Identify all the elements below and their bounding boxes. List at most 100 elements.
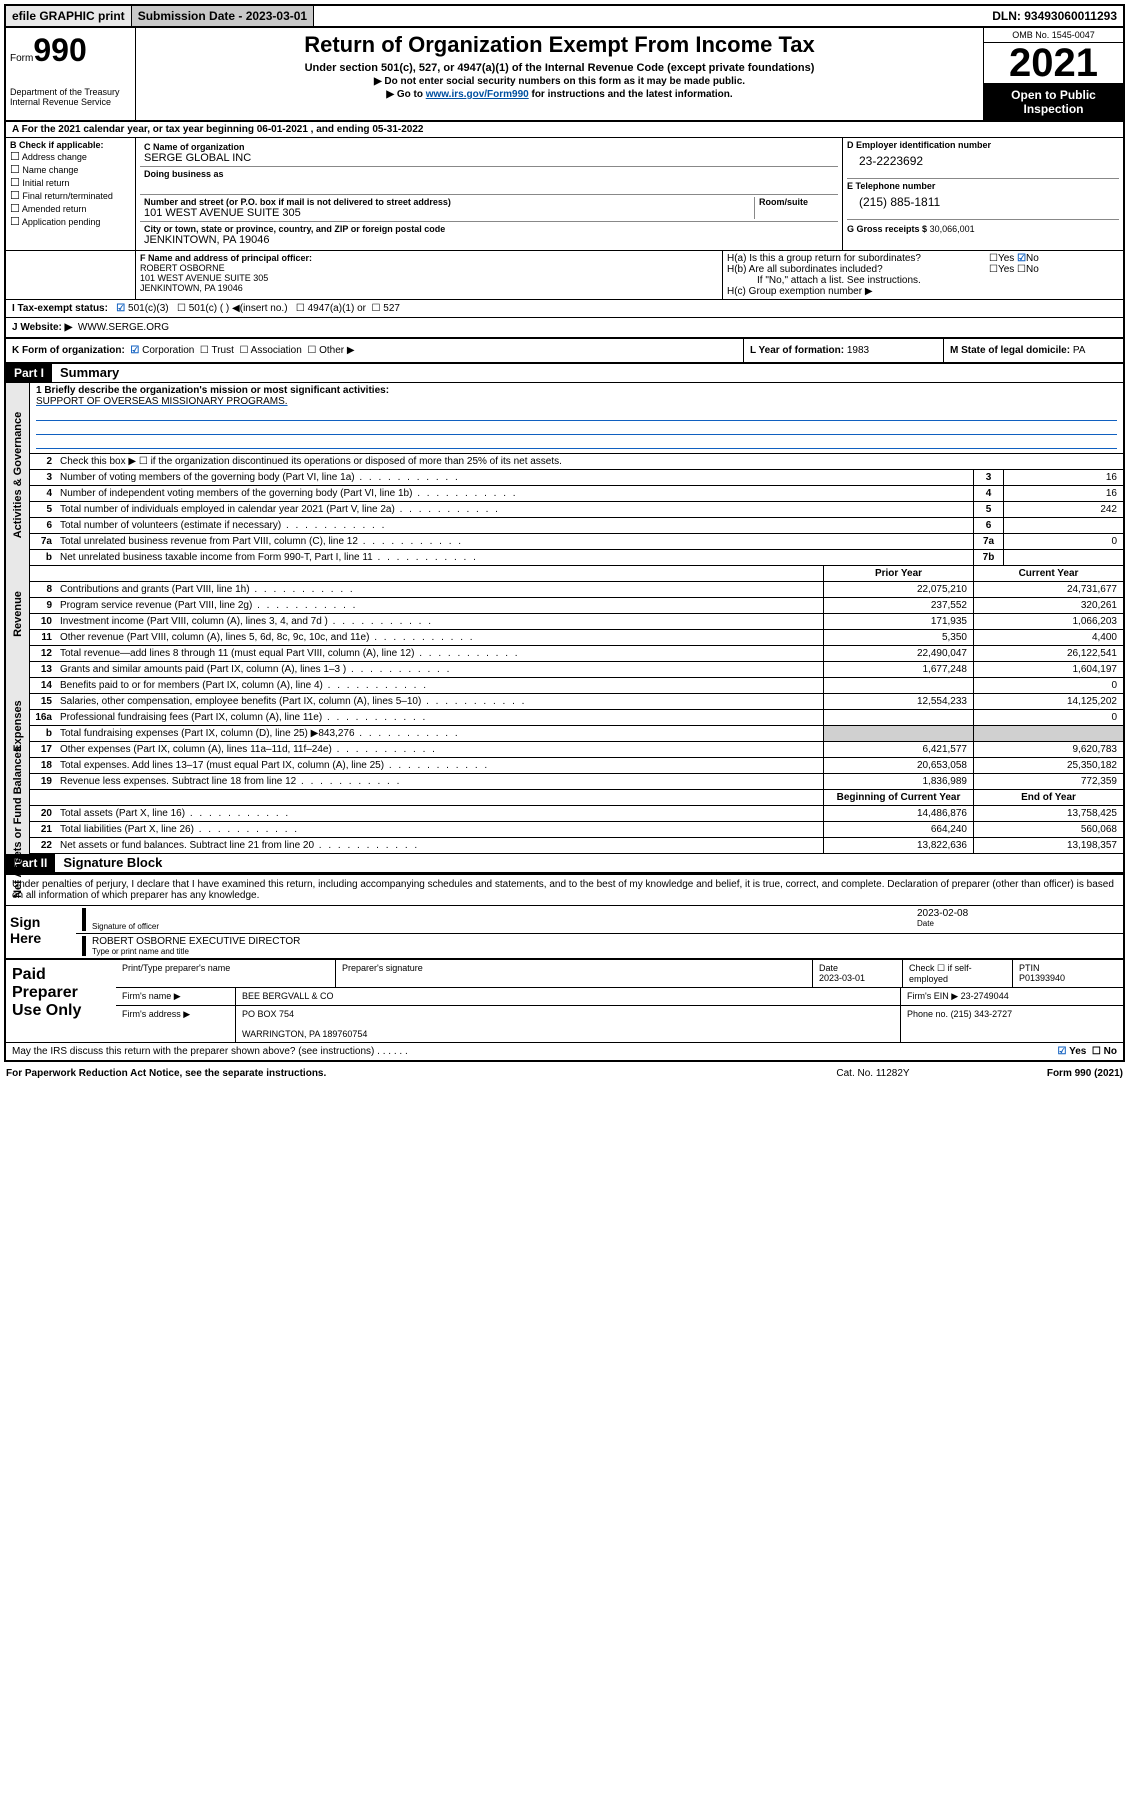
form-990-number: 990 bbox=[33, 32, 86, 68]
ha-question: H(a) Is this a group return for subordin… bbox=[727, 253, 989, 264]
i-lbl: I Tax-exempt status: bbox=[12, 303, 108, 314]
summary-line: 19Revenue less expenses. Subtract line 1… bbox=[30, 774, 1123, 790]
form-prefix: Form bbox=[10, 53, 33, 64]
hc-label: H(c) Group exemption number ▶ bbox=[727, 286, 1119, 297]
top-bar: efile GRAPHIC print Submission Date - 20… bbox=[6, 6, 1123, 28]
org-name: SERGE GLOBAL INC bbox=[144, 152, 251, 164]
summary-line: 7aTotal unrelated business revenue from … bbox=[30, 534, 1123, 550]
summary-line: 9Program service revenue (Part VIII, lin… bbox=[30, 598, 1123, 614]
summary-line: bTotal fundraising expenses (Part IX, co… bbox=[30, 726, 1123, 742]
l-lbl: L Year of formation: bbox=[750, 345, 844, 356]
col-end-year: End of Year bbox=[973, 790, 1123, 805]
summary-line: 4Number of independent voting members of… bbox=[30, 486, 1123, 502]
opt-trust: Trust bbox=[211, 345, 233, 356]
prep-title: Paid Preparer Use Only bbox=[6, 960, 116, 1042]
d-lbl: D Employer identification number bbox=[847, 140, 1119, 150]
sub3-pre: ▶ Go to bbox=[386, 89, 425, 100]
firm-ein: 23-2749044 bbox=[961, 991, 1009, 1001]
checkbox-option[interactable]: ☐ Amended return bbox=[10, 202, 131, 215]
firm-ein-lbl: Firm's EIN ▶ bbox=[907, 991, 958, 1001]
checkbox-option[interactable]: ☐ Final return/terminated bbox=[10, 189, 131, 202]
sig-name-lbl: Type or print name and title bbox=[92, 947, 1117, 956]
dept-treasury: Department of the Treasury Internal Reve… bbox=[10, 87, 131, 107]
opt-corp: Corporation bbox=[142, 345, 194, 356]
subtitle-2: ▶ Do not enter social security numbers o… bbox=[142, 76, 977, 87]
opt-501c3: 501(c)(3) bbox=[128, 303, 169, 314]
summary-line: 2Check this box ▶ ☐ if the organization … bbox=[30, 454, 1123, 470]
checkbox-option[interactable]: ☐ Initial return bbox=[10, 176, 131, 189]
sig-officer-line: Signature of officer bbox=[82, 908, 917, 931]
officer-addr1: 101 WEST AVENUE SUITE 305 bbox=[140, 273, 718, 283]
opt-other: Other ▶ bbox=[319, 345, 354, 356]
checkbox-option[interactable]: ☐ Name change bbox=[10, 163, 131, 176]
org-address: 101 WEST AVENUE SUITE 305 bbox=[144, 207, 301, 219]
hb-answer: ☐Yes ☐No bbox=[989, 264, 1119, 275]
opt-527: 527 bbox=[383, 303, 400, 314]
prep-date-hdr: Date bbox=[819, 963, 838, 973]
summary-line: 8Contributions and grants (Part VIII, li… bbox=[30, 582, 1123, 598]
summary-line: 20Total assets (Part X, line 16)14,486,8… bbox=[30, 806, 1123, 822]
page-footer: For Paperwork Reduction Act Notice, see … bbox=[0, 1066, 1129, 1081]
year-formation: 1983 bbox=[847, 345, 869, 356]
summary-line: 13Grants and similar amounts paid (Part … bbox=[30, 662, 1123, 678]
sig-declaration: Under penalties of perjury, I declare th… bbox=[6, 875, 1123, 905]
prep-check: Check ☐ if self-employed bbox=[903, 960, 1013, 987]
opt-4947: 4947(a)(1) or bbox=[308, 303, 366, 314]
sub3-post: for instructions and the latest informat… bbox=[529, 89, 733, 100]
vtab-revenue: Revenue bbox=[12, 591, 24, 637]
officer-addr2: JENKINTOWN, PA 19046 bbox=[140, 283, 718, 293]
summary-line: 14Benefits paid to or for members (Part … bbox=[30, 678, 1123, 694]
sig-name: ROBERT OSBORNE EXECUTIVE DIRECTOR bbox=[92, 936, 1117, 947]
e-lbl: E Telephone number bbox=[847, 181, 1119, 191]
subtitle-1: Under section 501(c), 527, or 4947(a)(1)… bbox=[142, 62, 977, 74]
discuss-no: No bbox=[1104, 1046, 1117, 1057]
sig-date: 2023-02-08 Date bbox=[917, 908, 1117, 931]
prep-sig-hdr: Preparer's signature bbox=[336, 960, 813, 987]
firm-addr-lbl: Firm's address ▶ bbox=[116, 1006, 236, 1042]
section-deg: D Employer identification number 23-2223… bbox=[843, 138, 1123, 250]
irs-link[interactable]: www.irs.gov/Form990 bbox=[426, 89, 529, 100]
discuss-row: May the IRS discuss this return with the… bbox=[6, 1042, 1123, 1060]
gross-receipts: 30,066,001 bbox=[930, 224, 975, 234]
summary-revenue: Revenue Prior YearCurrent Year 8Contribu… bbox=[6, 566, 1123, 662]
summary-line: 21Total liabilities (Part X, line 26)664… bbox=[30, 822, 1123, 838]
efile-button[interactable]: efile GRAPHIC print bbox=[6, 6, 132, 26]
j-lbl: J Website: ▶ bbox=[12, 322, 72, 333]
sig-date-lbl: Date bbox=[917, 919, 1117, 928]
hb-question: H(b) Are all subordinates included? bbox=[727, 264, 989, 275]
k-lbl: K Form of organization: bbox=[12, 345, 125, 356]
submission-date: Submission Date - 2023-03-01 bbox=[132, 6, 314, 26]
summary-line: 10Investment income (Part VIII, column (… bbox=[30, 614, 1123, 630]
line-a-calendar: A For the 2021 calendar year, or tax yea… bbox=[6, 122, 1123, 138]
opt-assoc: Association bbox=[251, 345, 302, 356]
g-lbl: G Gross receipts $ bbox=[847, 224, 927, 234]
tax-year: 2021 bbox=[984, 43, 1123, 84]
col-current-year: Current Year bbox=[973, 566, 1123, 581]
m-lbl: M State of legal domicile: bbox=[950, 345, 1070, 356]
line-j: J Website: ▶ WWW.SERGE.ORG bbox=[6, 318, 1123, 339]
section-b: B Check if applicable: ☐ Address change☐… bbox=[6, 138, 136, 250]
hb-note: If "No," attach a list. See instructions… bbox=[727, 275, 1119, 286]
form-number: Form990 bbox=[10, 32, 131, 69]
summary-line: 16aProfessional fundraising fees (Part I… bbox=[30, 710, 1123, 726]
officer-name: ROBERT OSBORNE bbox=[140, 263, 718, 273]
mission-text: SUPPORT OF OVERSEAS MISSIONARY PROGRAMS. bbox=[36, 396, 1117, 407]
signature-block: Under penalties of perjury, I declare th… bbox=[6, 873, 1123, 958]
room-lbl: Room/suite bbox=[759, 197, 808, 207]
dln: DLN: 93493060011293 bbox=[986, 6, 1123, 26]
discuss-yes: Yes bbox=[1069, 1046, 1086, 1057]
firm-name: BEE BERGVALL & CO bbox=[236, 988, 901, 1005]
summary-line: bNet unrelated business taxable income f… bbox=[30, 550, 1123, 566]
form-header: Form990 Department of the Treasury Inter… bbox=[6, 28, 1123, 122]
subtitle-3: ▶ Go to www.irs.gov/Form990 for instruct… bbox=[142, 89, 977, 100]
summary-line: 15Salaries, other compensation, employee… bbox=[30, 694, 1123, 710]
checkbox-option[interactable]: ☐ Application pending bbox=[10, 215, 131, 228]
ptin: P01393940 bbox=[1019, 973, 1065, 983]
summary-expenses: Expenses 13Grants and similar amounts pa… bbox=[6, 662, 1123, 790]
summary-line: 11Other revenue (Part VIII, column (A), … bbox=[30, 630, 1123, 646]
dba-lbl: Doing business as bbox=[144, 169, 224, 179]
checkbox-option[interactable]: ☐ Address change bbox=[10, 150, 131, 163]
section-bcde: B Check if applicable: ☐ Address change☐… bbox=[6, 138, 1123, 251]
org-city: JENKINTOWN, PA 19046 bbox=[144, 234, 270, 246]
sig-date-val: 2023-02-08 bbox=[917, 908, 1117, 919]
